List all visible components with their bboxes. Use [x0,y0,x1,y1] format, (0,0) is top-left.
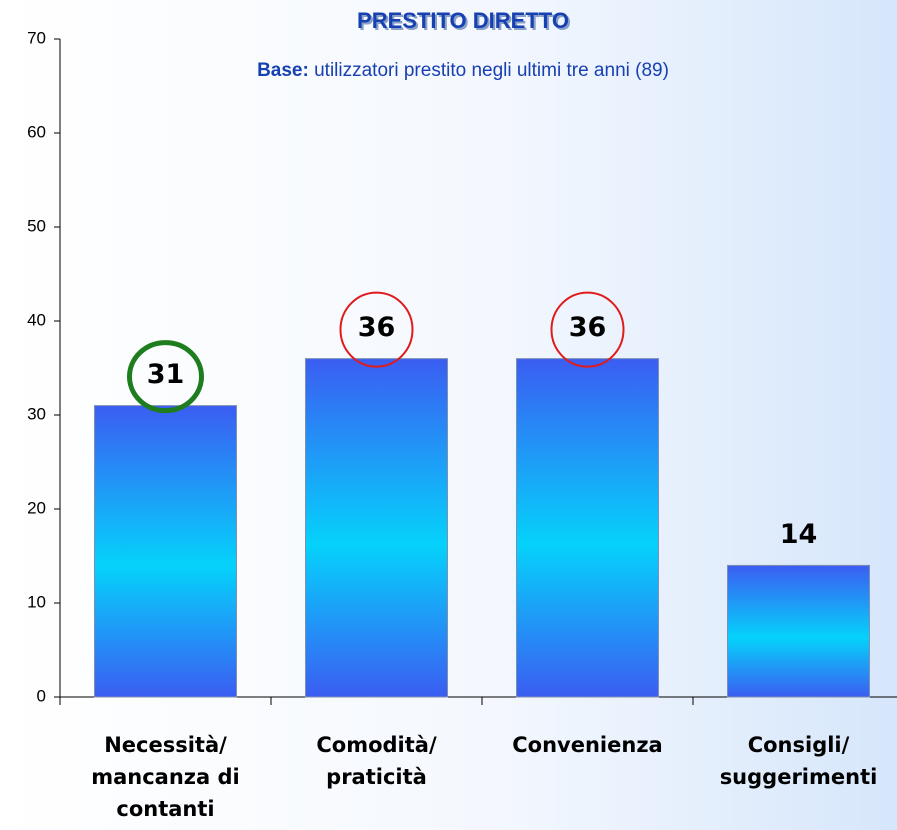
value-label: 31 [147,359,185,390]
x-tick-label-line: contanti [116,797,214,821]
x-tick-label-line: suggerimenti [720,765,878,789]
x-tick-label: Convenienza [512,733,662,757]
value-label: 36 [358,312,396,343]
label-circle [550,291,625,368]
bar [727,564,870,698]
y-tick-label: 20 [27,498,46,517]
chart-subtitle: Base: utilizzatori prestito negli ultimi… [257,60,669,81]
value-label: 36 [569,312,607,343]
value-label: 14 [780,519,818,550]
x-tick-label-line: Necessità/ [104,733,227,757]
y-tick-label: 60 [27,122,46,141]
y-tick-label: 70 [27,28,46,47]
y-tick-label: 50 [27,216,46,235]
x-tick-label-line: praticità [326,765,427,789]
subtitle-label: Base: [257,60,309,81]
x-tick-label-line: mancanza di [91,765,240,789]
bar [516,358,659,698]
x-tick-label-line: Comodità/ [316,733,437,757]
label-circle [339,291,414,368]
bar [305,358,448,698]
x-tick-label: Necessità/mancanza di contanti [91,733,240,821]
y-tick-label: 30 [27,404,46,423]
x-tick-label-line: Convenienza [512,733,662,757]
y-tick-label: 0 [37,686,46,705]
y-tick-label: 10 [27,592,46,611]
chart-title: PRESTITO DIRETTO [357,8,569,33]
subtitle-text: utilizzatori prestito negli ultimi tre a… [314,60,669,81]
y-tick-label: 40 [27,310,46,329]
bar [94,405,237,698]
x-tick-label: Comodità/praticità [316,733,437,789]
label-circle [127,340,204,414]
x-tick-label: Consigli/suggerimenti [720,733,878,789]
x-tick-label-line: Consigli/ [748,733,850,757]
chart-title-shadow: PRESTITO DIRETTO [359,10,571,35]
